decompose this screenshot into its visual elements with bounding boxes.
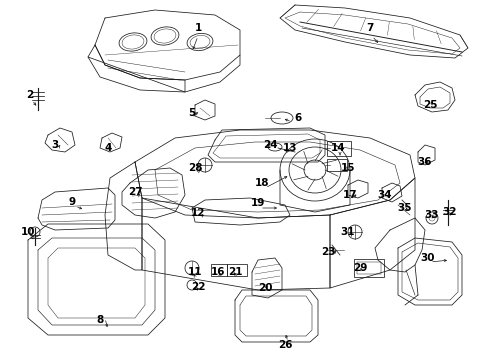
Text: 12: 12 — [190, 208, 205, 218]
Text: 18: 18 — [254, 178, 269, 188]
Text: 23: 23 — [320, 247, 335, 257]
Text: 27: 27 — [127, 187, 142, 197]
Text: 19: 19 — [250, 198, 264, 208]
Text: 20: 20 — [257, 283, 272, 293]
Text: 26: 26 — [277, 340, 292, 350]
Text: 29: 29 — [352, 263, 366, 273]
Text: 34: 34 — [377, 190, 391, 200]
Text: 6: 6 — [294, 113, 301, 123]
Text: 25: 25 — [422, 100, 436, 110]
Text: 11: 11 — [187, 267, 202, 277]
Text: 14: 14 — [330, 143, 345, 153]
Text: 30: 30 — [420, 253, 434, 263]
Text: 7: 7 — [366, 23, 373, 33]
Text: 10: 10 — [20, 227, 35, 237]
Text: 33: 33 — [424, 210, 438, 220]
Text: 15: 15 — [340, 163, 354, 173]
Text: 36: 36 — [417, 157, 431, 167]
Text: 16: 16 — [210, 267, 225, 277]
Text: 9: 9 — [68, 197, 76, 207]
Text: 35: 35 — [397, 203, 411, 213]
Text: 17: 17 — [342, 190, 357, 200]
Text: 24: 24 — [262, 140, 277, 150]
Text: 8: 8 — [96, 315, 103, 325]
Text: 1: 1 — [194, 23, 201, 33]
Text: 21: 21 — [227, 267, 242, 277]
Text: 4: 4 — [104, 143, 111, 153]
Text: 3: 3 — [51, 140, 59, 150]
Text: 5: 5 — [188, 108, 195, 118]
Text: 28: 28 — [187, 163, 202, 173]
Text: 13: 13 — [282, 143, 297, 153]
Text: 2: 2 — [26, 90, 34, 100]
Text: 32: 32 — [442, 207, 456, 217]
Text: 22: 22 — [190, 282, 205, 292]
Text: 31: 31 — [340, 227, 354, 237]
